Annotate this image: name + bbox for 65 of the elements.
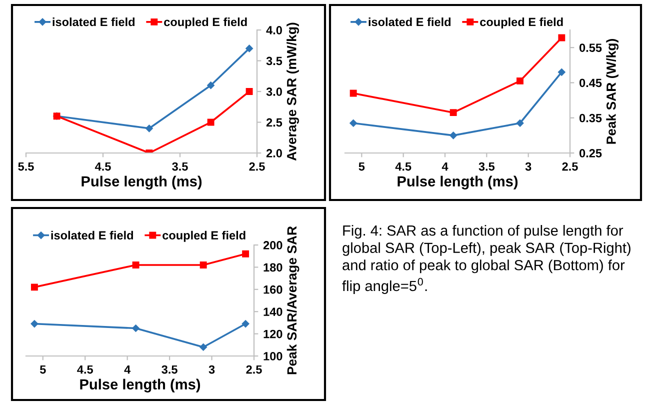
y-tick-label: 0.45: [579, 78, 602, 88]
x-tick-label: 4.5: [395, 162, 412, 171]
y-tick-label: 180: [264, 263, 282, 272]
legend-label: isolated E field: [52, 18, 135, 26]
x-tick-label: 4: [442, 162, 448, 171]
point: [516, 119, 524, 127]
point: [242, 250, 250, 258]
y-tick-label: 0.25: [579, 149, 602, 158]
y-axis-title: Average SAR (mW/kg): [286, 22, 299, 161]
x-axis-title: Pulse length (ms): [398, 176, 518, 190]
y-axis-title: Peak SAR/Average SAR: [286, 226, 300, 374]
point: [558, 34, 566, 42]
x-tick-label: 2.5: [246, 365, 262, 374]
point: [450, 109, 457, 116]
point: [200, 262, 207, 268]
x-axis-title: Pulse length (ms): [82, 176, 202, 190]
y-tick-label: 3.5: [266, 56, 282, 66]
x-tick-label: 5: [358, 162, 365, 171]
y-tick-label: 2.5: [266, 118, 282, 127]
point: [132, 324, 140, 332]
y-tick-label: 140: [264, 308, 282, 316]
caption: Fig. 4: SAR as a function of pulse length for global SAR (Top-Left), peak SAR (Top-Right) and ratio of peak to global SAR (Bottom) for flip angle=5$^{0}$.: [342, 225, 630, 294]
point: [246, 44, 253, 52]
legend-label: coupled E field: [164, 18, 247, 29]
y-tick-label: 200: [263, 241, 282, 250]
point: [242, 320, 250, 328]
point: [350, 119, 357, 127]
point: [350, 90, 357, 97]
legend-label: isolated E field: [51, 230, 134, 240]
legend-label: coupled E field: [480, 18, 563, 29]
point: [30, 320, 38, 328]
x-tick-label: 3.5: [162, 365, 178, 374]
legend-label: isolated E field: [368, 18, 451, 26]
y-tick-label: 0.35: [579, 114, 602, 122]
x-tick-label: 4.5: [77, 365, 93, 374]
point: [146, 124, 153, 132]
point: [450, 132, 457, 140]
point: [200, 343, 207, 351]
point: [132, 262, 140, 268]
point: [516, 77, 524, 84]
y-tick-label: 120: [264, 330, 282, 338]
y-axis-title: Peak SAR (W/kg): [606, 39, 619, 144]
x-tick-label: 4: [124, 365, 131, 374]
legend-label: coupled E field: [162, 230, 246, 242]
x-tick-label: 5.5: [18, 162, 34, 171]
y-tick-label: 4.0: [266, 26, 282, 34]
y-tick-label: 100: [264, 352, 282, 360]
x-tick-label: 2.5: [562, 162, 578, 171]
x-tick-label: 3: [525, 162, 532, 171]
x-axis-title: Pulse length (ms): [80, 378, 200, 392]
x-tick-label: 4.5: [94, 162, 111, 171]
x-tick-label: 5: [40, 365, 46, 374]
point: [246, 88, 253, 95]
point: [30, 284, 38, 291]
x-tick-label: 3.5: [478, 162, 495, 171]
x-tick-label: 2.5: [249, 162, 265, 171]
x-tick-label: 3.5: [172, 162, 188, 171]
point: [207, 82, 214, 89]
y-tick-label: 2.0: [266, 149, 282, 158]
y-tick-label: 3.0: [266, 88, 282, 96]
point: [207, 118, 214, 126]
point: [558, 68, 566, 76]
y-tick-label: 0.55: [579, 44, 602, 52]
y-tick-label: 160: [264, 285, 282, 294]
x-tick-label: 3: [208, 365, 215, 374]
